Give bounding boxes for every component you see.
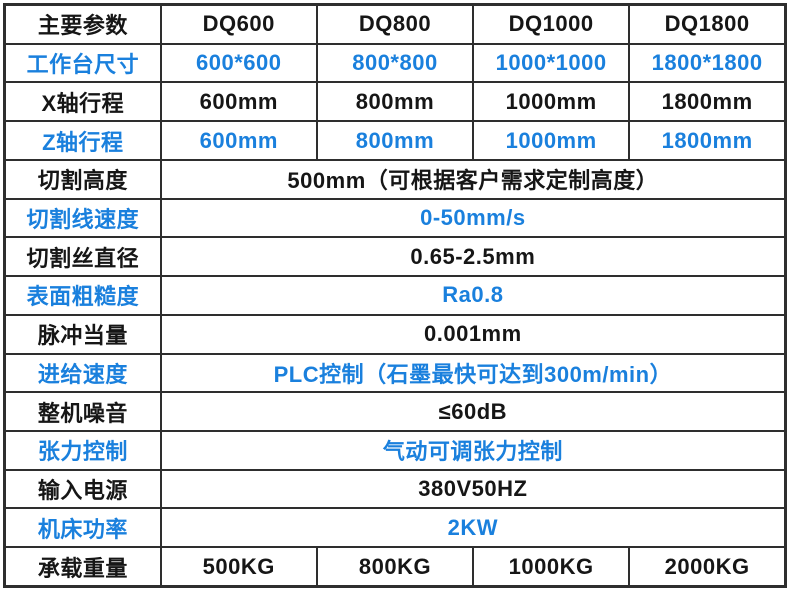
cell-value: 1000*1000 (472, 42, 631, 84)
row-label: 切割高度 (3, 158, 162, 200)
row-label: Z轴行程 (3, 120, 162, 161)
table-row: Z轴行程 600mm 800mm 1000mm 1800mm (3, 120, 787, 161)
spec-table: 主要参数 DQ600 DQ800 DQ1000 DQ1800 工作台尺寸 600*600 80… (3, 3, 787, 588)
cell-value: 1000KG (472, 546, 631, 588)
row-label: 脉冲当量 (3, 313, 162, 355)
cell-value: 1800mm (628, 120, 787, 161)
row-value-spanned: ≤60dB (159, 391, 787, 432)
row-label: 整机噪音 (3, 391, 162, 432)
header-row: 主要参数 DQ600 DQ800 DQ1000 DQ1800 (3, 3, 787, 45)
row-label: 工作台尺寸 (3, 42, 162, 84)
table-row: 机床功率 2KW (3, 507, 787, 549)
column-header: DQ800 (315, 3, 475, 45)
row-label: 承载重量 (3, 546, 162, 588)
cell-value: 2000KG (628, 546, 787, 588)
table-row: 整机噪音 ≤60dB (3, 391, 787, 432)
cell-value: 800KG (315, 546, 475, 588)
table-row: X轴行程 600mm 800mm 1000mm 1800mm (3, 81, 787, 123)
row-value-spanned: PLC控制（石墨最快可达到300m/min） (159, 352, 787, 394)
table-row: 切割高度 500mm（可根据客户需求定制高度） (3, 158, 787, 200)
cell-value: 800*800 (315, 42, 475, 84)
table-row: 张力控制 气动可调张力控制 (3, 429, 787, 471)
row-label: 切割线速度 (3, 197, 162, 239)
table-row: 承载重量 500KG 800KG 1000KG 2000KG (3, 546, 787, 588)
cell-value: 600mm (159, 81, 318, 123)
cell-value: 800mm (315, 81, 475, 123)
row-value-spanned: 0.65-2.5mm (159, 236, 787, 278)
table-row: 工作台尺寸 600*600 800*800 1000*1000 1800*1800 (3, 42, 787, 84)
column-header: DQ1000 (472, 3, 631, 45)
column-header: DQ600 (159, 3, 318, 45)
spec-table-body: 主要参数 DQ600 DQ800 DQ1000 DQ1800 工作台尺寸 600*600 80… (3, 3, 787, 588)
row-value-spanned: 380V50HZ (159, 468, 787, 510)
column-header: DQ1800 (628, 3, 787, 45)
table-corner-label: 主要参数 (3, 3, 162, 45)
table-row: 进给速度 PLC控制（石墨最快可达到300m/min） (3, 352, 787, 394)
row-value-spanned: 0-50mm/s (159, 197, 787, 239)
cell-value: 800mm (315, 120, 475, 161)
row-value-spanned: 2KW (159, 507, 787, 549)
table-row: 切割丝直径 0.65-2.5mm (3, 236, 787, 278)
cell-value: 500KG (159, 546, 318, 588)
row-value-spanned: 0.001mm (159, 313, 787, 355)
row-label: X轴行程 (3, 81, 162, 123)
row-label: 表面粗糙度 (3, 275, 162, 316)
table-row: 表面粗糙度 Ra0.8 (3, 275, 787, 316)
cell-value: 1000mm (472, 81, 631, 123)
row-label: 输入电源 (3, 468, 162, 510)
row-label: 切割丝直径 (3, 236, 162, 278)
cell-value: 1800*1800 (628, 42, 787, 84)
row-value-spanned: 气动可调张力控制 (159, 429, 787, 471)
row-value-spanned: Ra0.8 (159, 275, 787, 316)
cell-value: 600*600 (159, 42, 318, 84)
row-label: 机床功率 (3, 507, 162, 549)
table-row: 输入电源 380V50HZ (3, 468, 787, 510)
cell-value: 600mm (159, 120, 318, 161)
row-label: 张力控制 (3, 429, 162, 471)
table-row: 切割线速度 0-50mm/s (3, 197, 787, 239)
cell-value: 1800mm (628, 81, 787, 123)
row-value-spanned: 500mm（可根据客户需求定制高度） (159, 158, 787, 200)
table-row: 脉冲当量 0.001mm (3, 313, 787, 355)
cell-value: 1000mm (472, 120, 631, 161)
row-label: 进给速度 (3, 352, 162, 394)
